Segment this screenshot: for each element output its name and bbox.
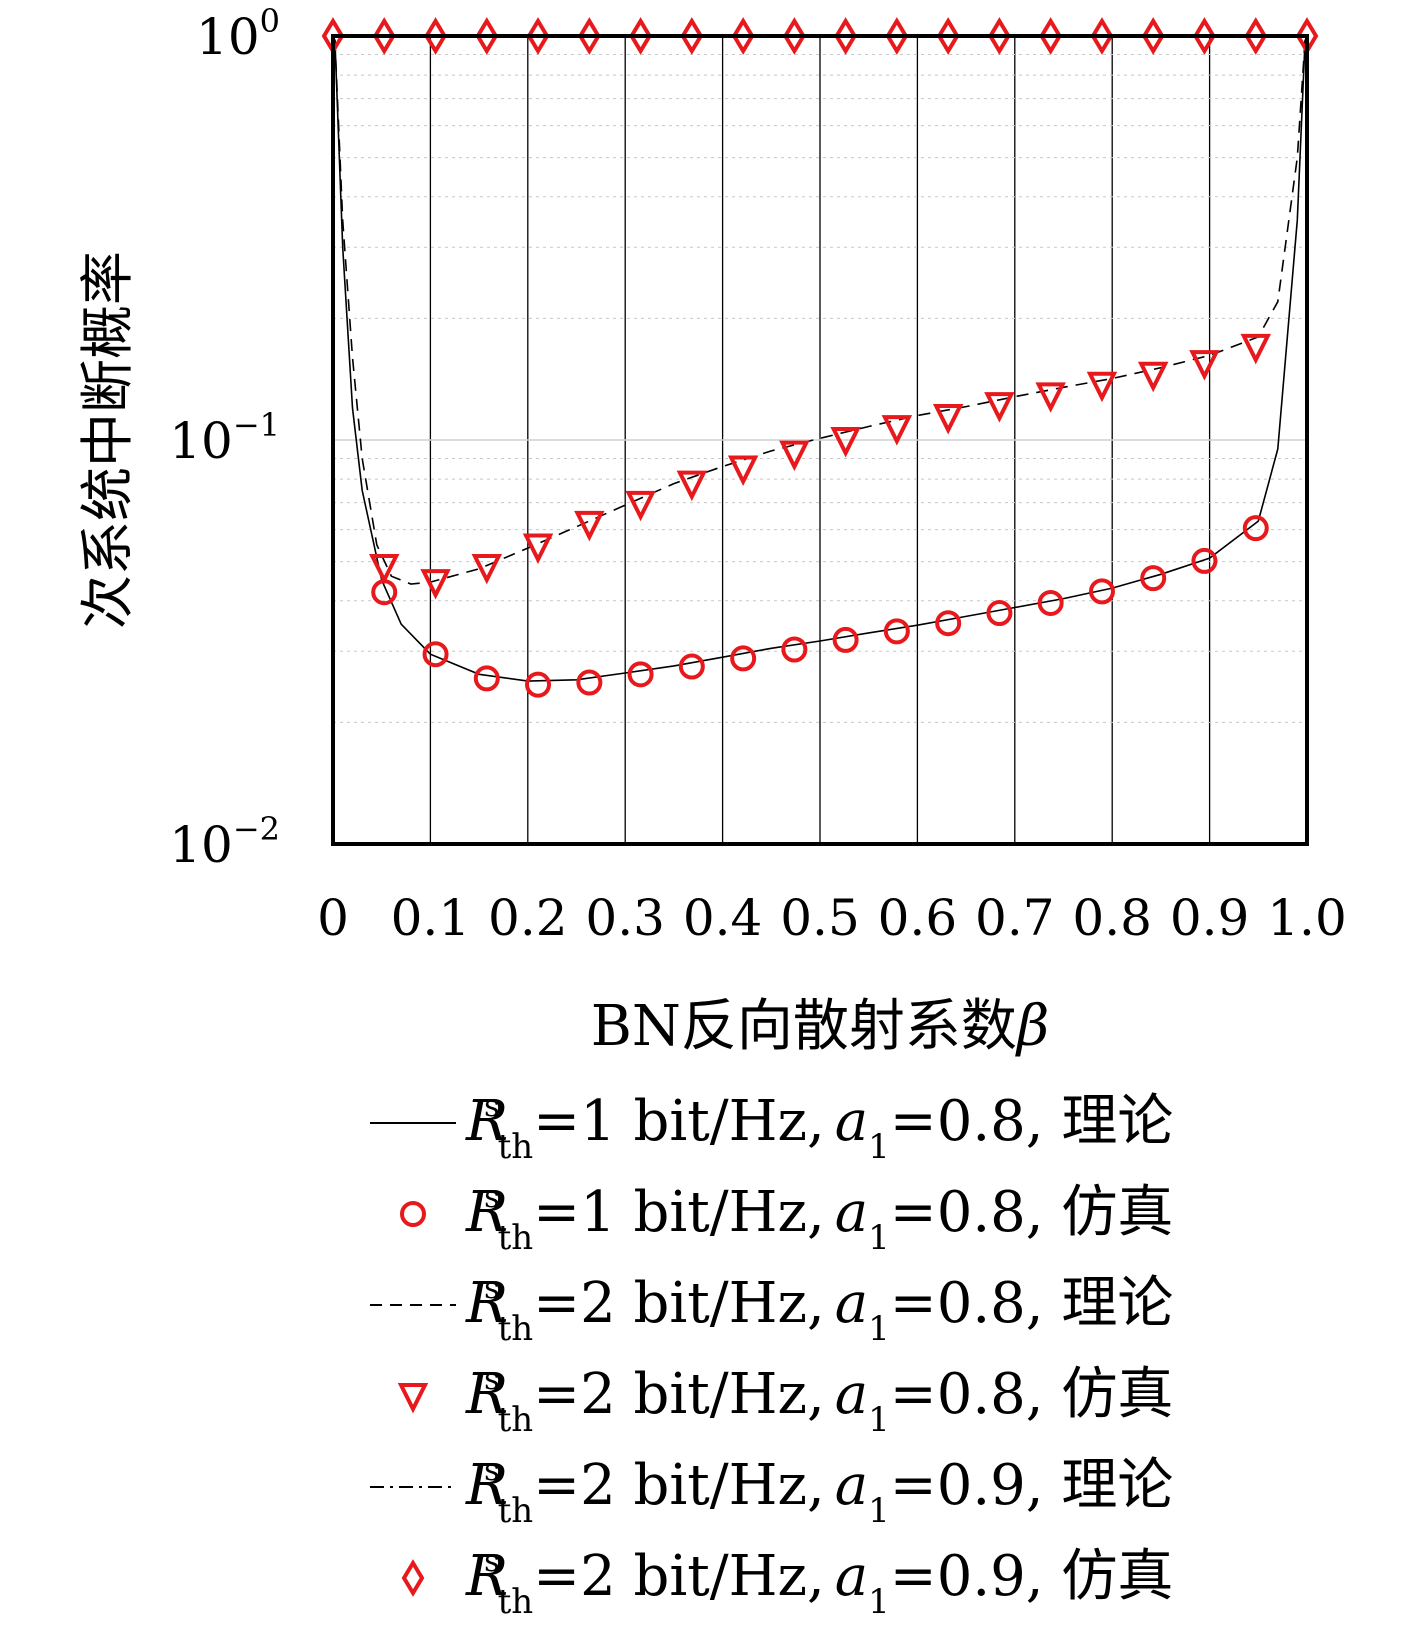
- tick-labels: 0 0.1 0.2 0.3 0.4 0.5 0.6 0.7 0.8 0.9 1.0 100 10−1 10…: [169, 2, 1347, 947]
- series-2: [371, 515, 1269, 698]
- circle-marker: [1140, 565, 1167, 592]
- x-axis-label: BN反向散射系数β: [591, 994, 1050, 1059]
- outage-probability-chart: 0 0.1 0.2 0.3 0.4 0.5 0.6 0.7 0.8 0.9 1.0 100 10−1 10…: [76, 2, 1347, 1059]
- diamond-marker: [1193, 17, 1216, 55]
- x-tick-label: 0.5: [780, 889, 860, 947]
- triangle-marker: [522, 533, 554, 564]
- x-tick-label: 0.7: [975, 889, 1055, 947]
- circle-marker: [1242, 515, 1269, 542]
- triangle-marker: [625, 490, 656, 522]
- circle-marker: [400, 1201, 426, 1227]
- legend-swatch: [370, 1122, 456, 1124]
- diamond-marker: [401, 1559, 425, 1597]
- legend-swatch: [370, 1304, 456, 1306]
- x-tick-label: 0.4: [683, 889, 763, 947]
- triangle-marker: [471, 553, 503, 585]
- triangle-marker: [676, 470, 708, 502]
- legend-entry: Rsth=2 bit/Hz, a1=0.9, 仿真: [360, 1540, 1400, 1631]
- circle-marker: [935, 610, 962, 637]
- triangle-marker: [1240, 333, 1272, 365]
- triangle-marker: [1189, 350, 1220, 381]
- x-tick-label: 0: [317, 889, 349, 947]
- legend: Rsth=1 bit/Hz, a1=0.8, 理论 Rsth=1 bit/Hz, a1…: [360, 1085, 1400, 1631]
- x-tick-label: 0.1: [391, 889, 471, 947]
- diamond-marker: [680, 17, 704, 55]
- triangle-marker: [420, 569, 451, 600]
- diamond-marker: [988, 17, 1011, 55]
- triangle-marker: [881, 415, 913, 446]
- y-tick-label: 100: [196, 2, 280, 66]
- diamond-marker: [885, 17, 909, 55]
- triangle-marker: [574, 510, 605, 542]
- y-tick-label: 10−2: [169, 810, 280, 874]
- diamond-marker: [834, 17, 857, 55]
- legend-label: Rsth=2 bit/Hz, a1=0.9, 仿真: [466, 1544, 1174, 1622]
- triangle-marker: [932, 404, 964, 435]
- triangle-marker: [779, 440, 810, 472]
- circle-marker: [730, 645, 757, 672]
- legend-label: Rsth=1 bit/Hz, a1=0.8, 仿真: [466, 1180, 1174, 1258]
- legend-entry: Rsth=2 bit/Hz, a1=0.9, 理论: [360, 1449, 1400, 1540]
- triangle-marker: [368, 553, 400, 585]
- circle-marker: [627, 661, 654, 688]
- legend-swatch: [397, 1383, 429, 1414]
- diamond-marker: [731, 17, 755, 55]
- x-tick-label: 0.3: [585, 889, 665, 947]
- y-axis-label: 次系统中断概率: [76, 251, 139, 629]
- legend-entry: Rsth=1 bit/Hz, a1=0.8, 理论: [360, 1085, 1400, 1176]
- diamond-marker: [526, 17, 550, 55]
- circle-marker: [422, 641, 449, 668]
- circle-marker: [525, 671, 552, 698]
- x-tick-label: 0.8: [1072, 889, 1152, 947]
- x-tick-label: 0.9: [1170, 889, 1250, 947]
- circle-marker: [1191, 547, 1218, 574]
- circle-marker: [1037, 589, 1064, 616]
- legend-entry: Rsth=2 bit/Hz, a1=0.8, 理论: [360, 1267, 1400, 1358]
- x-tick-label: 0.6: [878, 889, 958, 947]
- triangle-marker: [397, 1383, 429, 1414]
- circle-marker: [576, 669, 603, 696]
- triangle-marker: [984, 392, 1015, 423]
- series-4: [368, 333, 1272, 600]
- plot-frame: [331, 34, 1309, 846]
- diamond-marker: [578, 17, 601, 55]
- legend-swatch: [401, 1559, 425, 1597]
- grid: [333, 36, 1307, 844]
- circle-marker: [986, 600, 1013, 627]
- y-tick-label: 10−1: [169, 406, 280, 470]
- legend-swatch: [370, 1486, 456, 1488]
- diamond-marker: [424, 17, 447, 55]
- triangle-marker: [1137, 361, 1169, 393]
- circle-marker: [832, 626, 859, 653]
- diamond-marker: [936, 17, 960, 55]
- diamond-marker: [783, 17, 806, 55]
- circle-marker: [781, 636, 808, 663]
- legend-entry: Rsth=1 bit/Hz, a1=0.8, 仿真: [360, 1176, 1400, 1267]
- legend-label: Rsth=2 bit/Hz, a1=0.8, 理论: [466, 1271, 1174, 1349]
- circle-marker: [1088, 578, 1115, 605]
- diamond-marker: [629, 17, 652, 55]
- diamond-marker: [1141, 17, 1165, 55]
- triangle-marker: [1035, 382, 1066, 413]
- diamond-marker: [372, 17, 396, 55]
- legend-label: Rsth=2 bit/Hz, a1=0.8, 仿真: [466, 1362, 1174, 1440]
- series-6: [321, 17, 1319, 55]
- diamond-marker: [1090, 17, 1114, 55]
- triangle-marker: [830, 427, 861, 458]
- diamond-marker: [1244, 17, 1268, 55]
- diamond-marker: [475, 17, 499, 55]
- circle-marker: [883, 618, 910, 645]
- circle-marker: [678, 653, 705, 680]
- legend-label: Rsth=2 bit/Hz, a1=0.9, 理论: [466, 1453, 1174, 1531]
- legend-label: Rsth=1 bit/Hz, a1=0.8, 理论: [466, 1089, 1174, 1167]
- triangle-marker: [1086, 371, 1118, 403]
- legend-entry: Rsth=2 bit/Hz, a1=0.8, 仿真: [360, 1358, 1400, 1449]
- legend-swatch: [400, 1201, 426, 1227]
- x-tick-label: 1.0: [1267, 889, 1347, 947]
- diamond-marker: [1039, 17, 1062, 55]
- circle-marker: [473, 665, 500, 692]
- x-tick-label: 0.2: [488, 889, 568, 947]
- triangle-marker: [727, 455, 759, 486]
